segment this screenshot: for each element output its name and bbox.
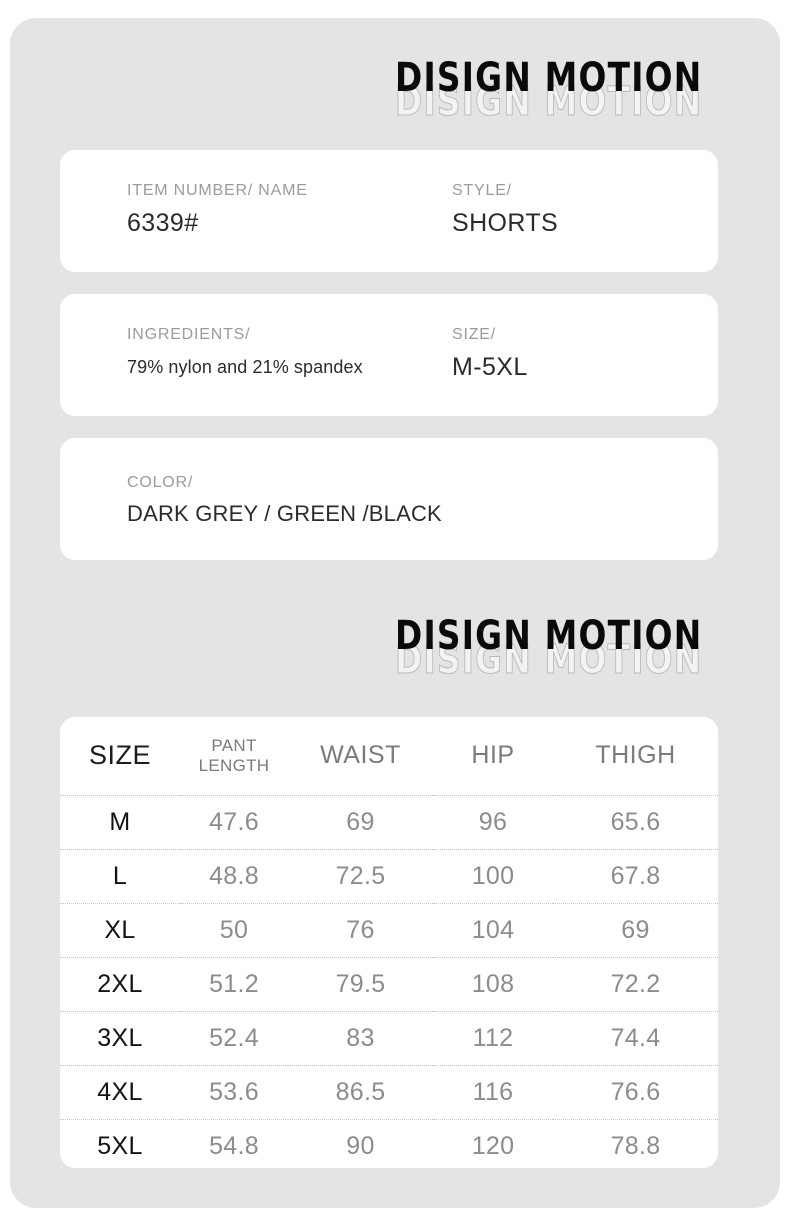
cell-thigh: 65.6 — [553, 794, 718, 849]
brand-logo-top: DISIGN MOTION DISIGN MOTION — [395, 55, 703, 125]
field-size-range: SIZE/ M-5XL — [452, 326, 528, 382]
cell-thigh: 76.6 — [553, 1064, 718, 1119]
cell-waist: 90 — [288, 1118, 433, 1168]
field-item-number: ITEM NUMBER/ NAME 6339# — [127, 182, 308, 238]
card-item-style: ITEM NUMBER/ NAME 6339# STYLE/ SHORTS — [60, 150, 718, 272]
field-label-style: STYLE/ — [452, 182, 512, 199]
cell-thigh: 78.8 — [553, 1118, 718, 1168]
cell-size: L — [60, 848, 180, 903]
cell-hip: 100 — [433, 848, 553, 903]
cell-pant-length: 52.4 — [180, 1010, 288, 1065]
cell-hip: 112 — [433, 1010, 553, 1065]
card-color: COLOR/ DARK GREY / GREEN /BLACK — [60, 438, 718, 560]
table-header-row: SIZE PANT LENGTH WAIST HIP THIGH — [60, 717, 718, 795]
column-header-pant-length: PANT LENGTH — [180, 717, 288, 795]
cell-thigh: 72.2 — [553, 956, 718, 1011]
cell-pant-length: 51.2 — [180, 956, 288, 1011]
cell-pant-length: 48.8 — [180, 848, 288, 903]
cell-size: 3XL — [60, 1010, 180, 1065]
field-label-size-range: SIZE/ — [452, 326, 497, 343]
field-value-item-number: 6339# — [127, 209, 199, 237]
cell-thigh: 74.4 — [553, 1010, 718, 1065]
cell-waist: 86.5 — [288, 1064, 433, 1119]
cell-hip: 96 — [433, 794, 553, 849]
cell-hip: 120 — [433, 1118, 553, 1168]
column-header-pant-length-line1: PANT — [211, 735, 257, 755]
field-color: COLOR/ DARK GREY / GREEN /BLACK — [127, 474, 442, 527]
cell-pant-length: 47.6 — [180, 794, 288, 849]
table-row: 2XL 51.2 79.5 108 72.2 — [60, 956, 718, 1011]
column-header-waist: WAIST — [320, 741, 401, 770]
field-value-size-range: M-5XL — [452, 353, 528, 381]
field-style: STYLE/ SHORTS — [452, 182, 558, 238]
field-value-ingredients: 79% nylon and 21% spandex — [127, 357, 363, 377]
cell-hip: 104 — [433, 902, 553, 957]
cell-size: 2XL — [60, 956, 180, 1011]
cell-waist: 69 — [288, 794, 433, 849]
cell-thigh: 69 — [553, 902, 718, 957]
cell-size: 4XL — [60, 1064, 180, 1119]
table-row: L 48.8 72.5 100 67.8 — [60, 848, 718, 903]
table-row: XL 50 76 104 69 — [60, 902, 718, 957]
column-header-hip: HIP — [471, 741, 515, 770]
field-label-item-number: ITEM NUMBER/ NAME — [127, 182, 308, 199]
cell-thigh: 67.8 — [553, 848, 718, 903]
field-value-style: SHORTS — [452, 209, 559, 237]
cell-pant-length: 50 — [180, 902, 288, 957]
size-chart-table: SIZE PANT LENGTH WAIST HIP THIGH M 47.6 … — [60, 717, 718, 1168]
cell-waist: 76 — [288, 902, 433, 957]
cell-hip: 108 — [433, 956, 553, 1011]
field-ingredients: INGREDIENTS/ 79% nylon and 21% spandex — [127, 326, 363, 378]
field-value-color: DARK GREY / GREEN /BLACK — [127, 501, 442, 526]
table-row: M 47.6 69 96 65.6 — [60, 794, 718, 849]
card-ingredients-size: INGREDIENTS/ 79% nylon and 21% spandex S… — [60, 294, 718, 416]
column-header-thigh: THIGH — [595, 741, 676, 770]
field-label-color: COLOR/ — [127, 474, 194, 491]
table-row: 3XL 52.4 83 112 74.4 — [60, 1010, 718, 1065]
cell-size: 5XL — [60, 1118, 180, 1168]
brand-logo-bottom: DISIGN MOTION DISIGN MOTION — [395, 613, 703, 683]
cell-size: XL — [60, 902, 180, 957]
table-row: 4XL 53.6 86.5 116 76.6 — [60, 1064, 718, 1119]
table-row: 5XL 54.8 90 120 78.8 — [60, 1118, 718, 1168]
cell-waist: 72.5 — [288, 848, 433, 903]
cell-waist: 83 — [288, 1010, 433, 1065]
cell-waist: 79.5 — [288, 956, 433, 1011]
cell-size: M — [60, 794, 180, 849]
size-chart-card: SIZE PANT LENGTH WAIST HIP THIGH M 47.6 … — [60, 717, 718, 1168]
column-header-pant-length-line2: LENGTH — [198, 755, 270, 775]
column-header-size: SIZE — [88, 740, 151, 771]
cell-pant-length: 54.8 — [180, 1118, 288, 1168]
field-label-ingredients: INGREDIENTS/ — [127, 326, 251, 343]
size-chart-header: SIZE PANT LENGTH WAIST HIP THIGH — [60, 717, 718, 795]
cell-pant-length: 53.6 — [180, 1064, 288, 1119]
cell-hip: 116 — [433, 1064, 553, 1119]
size-chart-body: M 47.6 69 96 65.6 L 48.8 72.5 100 67.8 X… — [60, 794, 718, 1168]
